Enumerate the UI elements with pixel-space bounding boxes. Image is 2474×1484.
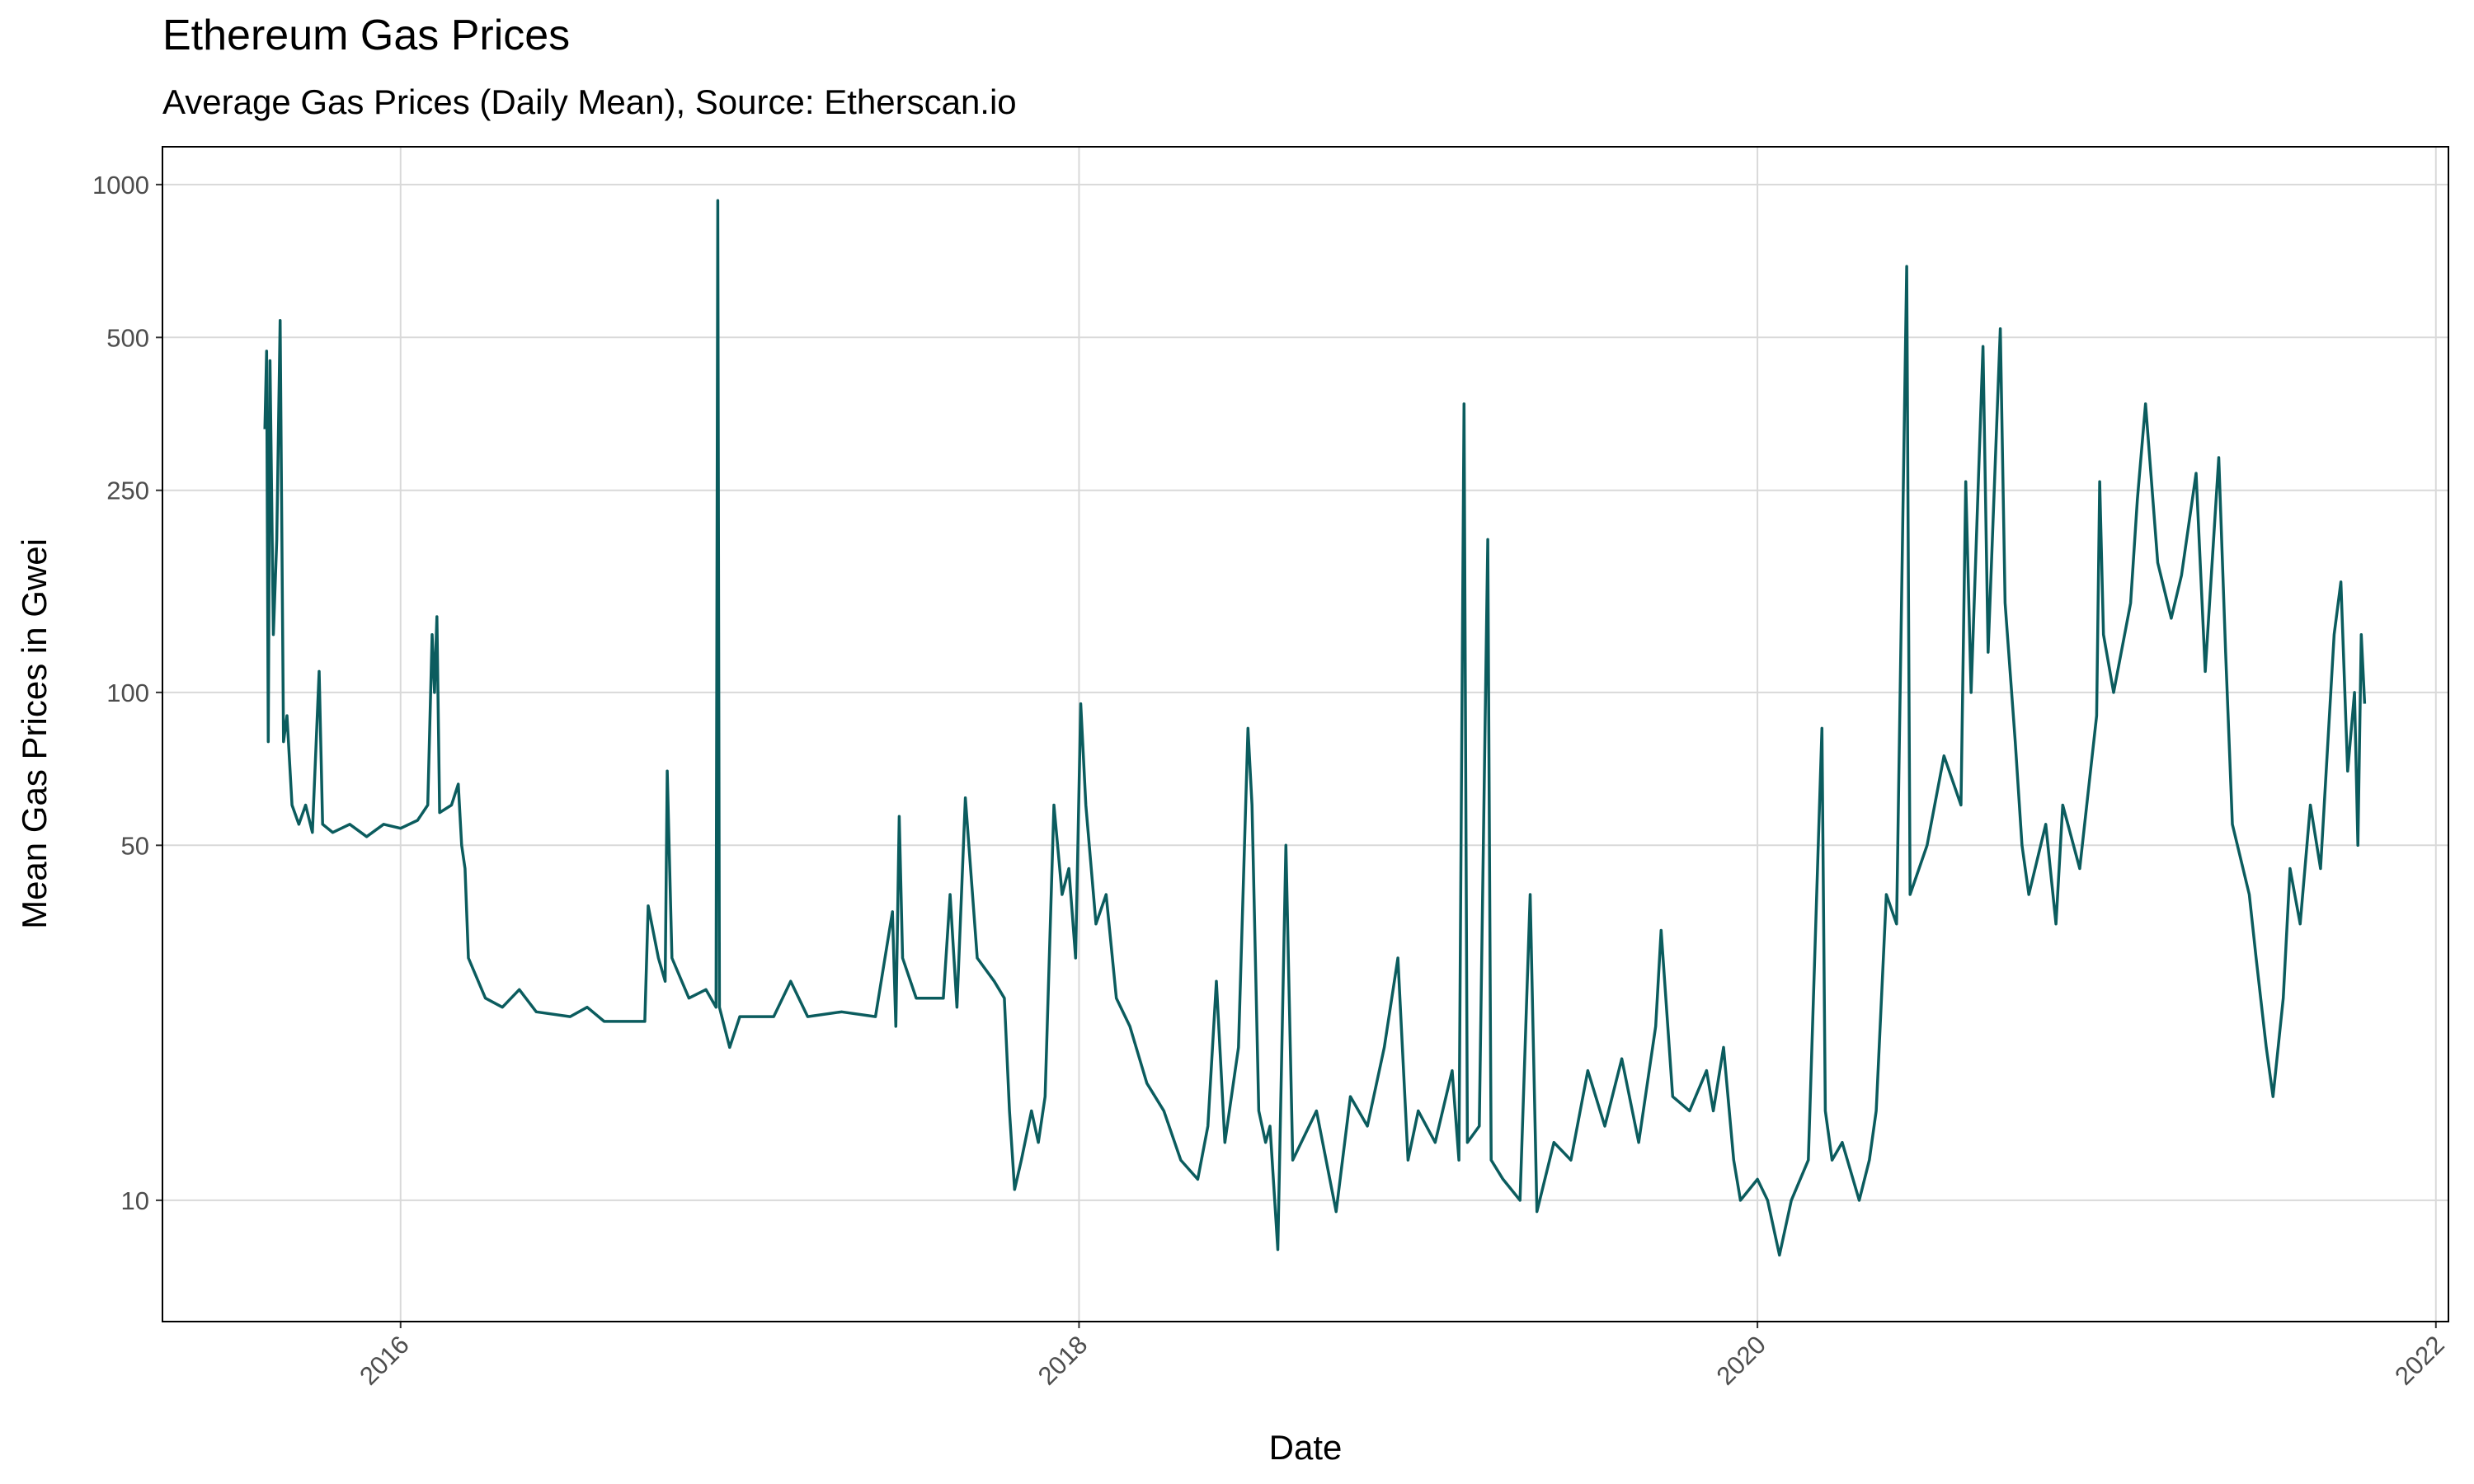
x-tick-label: 2016: [354, 1330, 415, 1391]
y-tick-label: 10: [121, 1186, 149, 1215]
y-tick-label: 50: [121, 831, 149, 860]
y-tick-label: 500: [106, 323, 149, 352]
data-line: [263, 199, 2367, 1257]
x-tick-label: 2018: [1032, 1330, 1094, 1391]
y-tick-label: 100: [106, 679, 149, 707]
x-axis-title: Date: [1269, 1428, 1343, 1467]
y-tick-label: 1000: [92, 171, 149, 200]
x-tick-label: 2022: [2389, 1330, 2450, 1391]
y-tick-label: 250: [106, 477, 149, 505]
chart-subtitle: Average Gas Prices (Daily Mean), Source:…: [162, 82, 1017, 121]
plot-background: [162, 147, 2448, 1322]
plot-border: [162, 146, 2449, 1322]
y-axis-title: Mean Gas Prices in Gwei: [15, 538, 54, 929]
chart-title: Ethereum Gas Prices: [162, 12, 570, 59]
x-tick-label: 2020: [1711, 1330, 1772, 1391]
